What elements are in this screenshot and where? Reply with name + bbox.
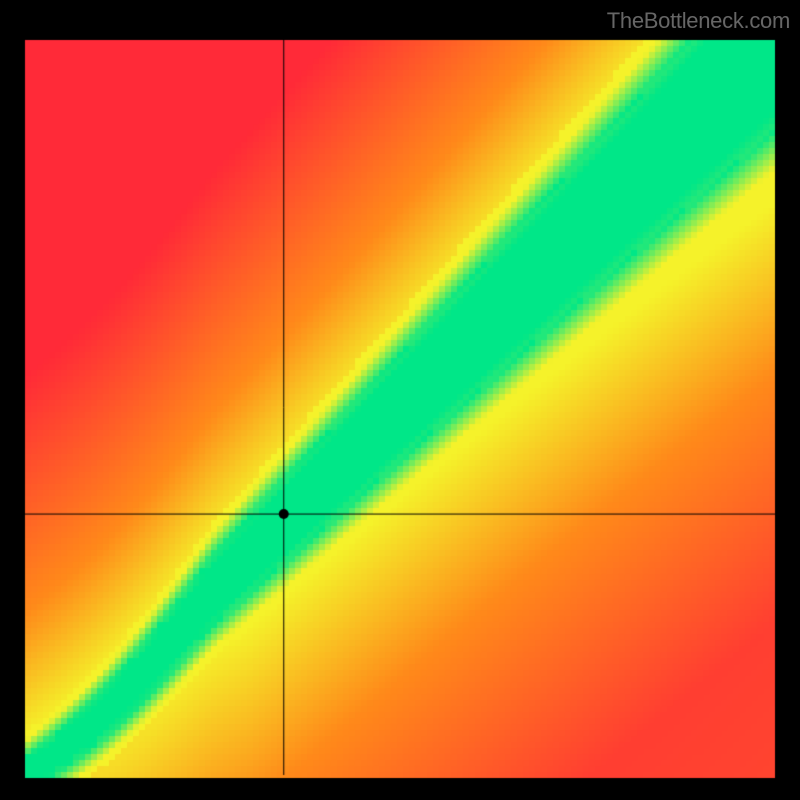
watermark-text: TheBottleneck.com <box>607 8 790 34</box>
heatmap-canvas <box>0 0 800 800</box>
chart-container: TheBottleneck.com <box>0 0 800 800</box>
